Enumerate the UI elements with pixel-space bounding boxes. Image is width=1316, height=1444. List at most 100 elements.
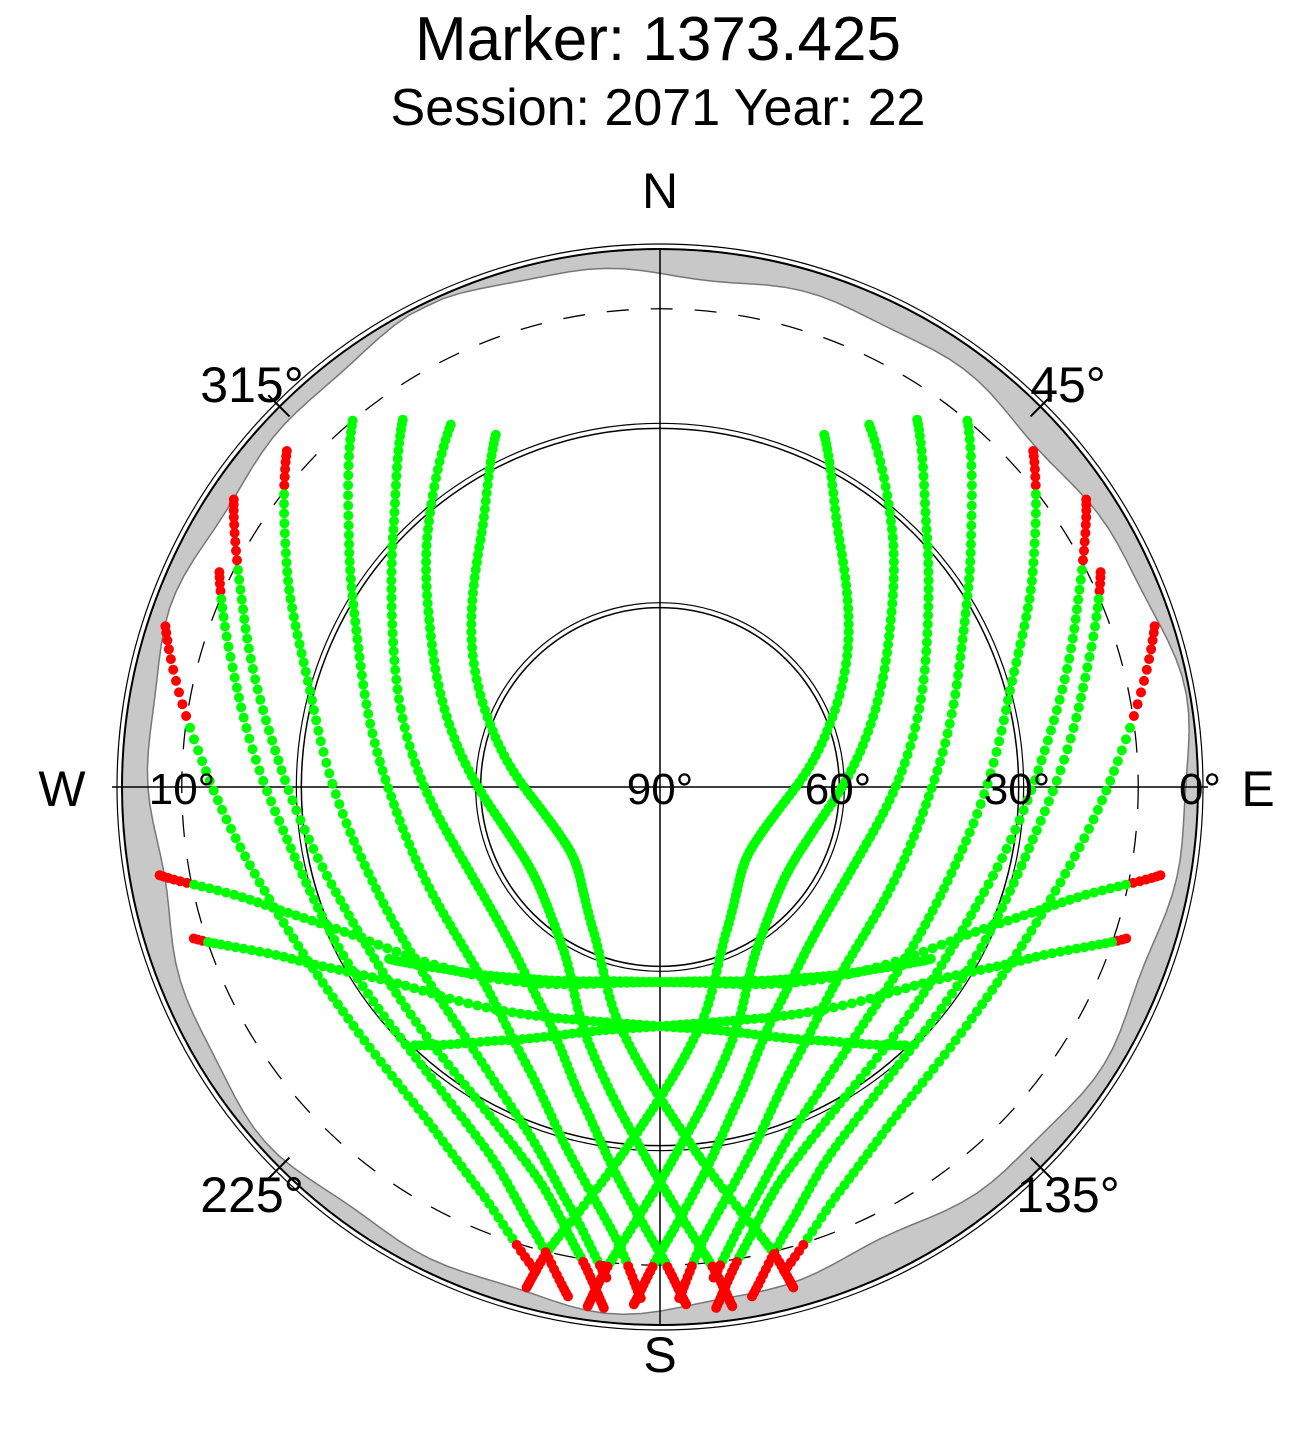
track-2-point-15 bbox=[887, 532, 898, 543]
track-17-point-22 bbox=[995, 918, 1006, 929]
track-13-point-10 bbox=[279, 528, 290, 539]
track-8-point-42 bbox=[977, 999, 988, 1010]
track-13-point-36 bbox=[327, 778, 338, 789]
track-7-point-43 bbox=[967, 958, 977, 969]
elevation-label-0: 0° bbox=[1179, 765, 1221, 814]
track-7-point-40 bbox=[980, 934, 991, 945]
track-7-point-51 bbox=[925, 1018, 936, 1029]
track-4-point-10 bbox=[966, 500, 977, 511]
track-14-point-43 bbox=[335, 895, 346, 906]
track-2-point-25 bbox=[885, 614, 896, 625]
track-15-point-11 bbox=[227, 662, 238, 673]
track-16-point-27 bbox=[259, 885, 270, 896]
track-5-point-30 bbox=[998, 715, 1009, 726]
track-16-point-12 bbox=[193, 745, 204, 756]
track-20-point-16 bbox=[302, 957, 312, 968]
track-4-point-25 bbox=[957, 634, 968, 645]
track-20-point-20 bbox=[334, 964, 345, 975]
track-13-point-21 bbox=[292, 630, 303, 640]
track-20-point-21 bbox=[342, 966, 353, 977]
track-19-point-28 bbox=[909, 980, 920, 991]
track-7-point-27 bbox=[1031, 825, 1042, 836]
track-13-point-42 bbox=[348, 836, 359, 846]
track-1-point-28 bbox=[843, 634, 854, 645]
track-6-point-43 bbox=[974, 895, 985, 906]
track-15-point-49 bbox=[373, 1003, 384, 1014]
track-4-point-9 bbox=[966, 490, 977, 501]
track-12-point-12 bbox=[343, 520, 354, 531]
track-12-point-31 bbox=[359, 689, 370, 700]
track-11-point-34 bbox=[395, 703, 406, 714]
track-1-point-11 bbox=[830, 504, 841, 515]
track-2-point-33 bbox=[876, 680, 887, 691]
track-16-point-44 bbox=[343, 1013, 354, 1024]
track-3-point-5 bbox=[916, 445, 927, 456]
track-7-point-9 bbox=[1086, 641, 1097, 652]
track-1-point-19 bbox=[839, 564, 850, 575]
chart-subtitle: Session: 2071 Year: 22 bbox=[390, 79, 926, 137]
track-16-point-6 bbox=[171, 675, 181, 686]
track-17-point-16 bbox=[1042, 902, 1053, 913]
track-20-point-26 bbox=[383, 976, 394, 987]
track-13-point-40 bbox=[341, 818, 352, 829]
track-3-point-10 bbox=[919, 489, 930, 500]
track-2-point-17 bbox=[888, 548, 899, 559]
track-8-point-53 bbox=[917, 1077, 928, 1088]
track-18-point-46 bbox=[527, 978, 538, 989]
track-13-point-14 bbox=[282, 566, 293, 577]
track-14-point-67 bbox=[449, 1066, 459, 1077]
track-5-point-21 bbox=[1017, 630, 1028, 640]
track-16-point-38 bbox=[312, 970, 323, 981]
track-4-point-3 bbox=[964, 434, 975, 445]
track-15-point-2 bbox=[214, 578, 225, 589]
track-6-point-30 bbox=[1030, 775, 1040, 786]
track-1-point-21 bbox=[841, 580, 852, 591]
track-16-point-11 bbox=[189, 734, 199, 745]
track-1-point-10 bbox=[829, 496, 840, 506]
track-14-point-32 bbox=[287, 795, 298, 806]
track-18-point-28 bbox=[364, 936, 375, 947]
track-3-point-12 bbox=[920, 507, 931, 518]
track-15-point-29 bbox=[285, 843, 296, 854]
track-20-point-91 bbox=[864, 1039, 875, 1050]
track-6-point-28 bbox=[1036, 755, 1047, 766]
track-8-point-18 bbox=[1092, 804, 1103, 815]
track-8-point-35 bbox=[1011, 948, 1022, 959]
track-2-point-8 bbox=[879, 473, 889, 483]
track-12-point-19 bbox=[346, 582, 357, 593]
track-12-point-30 bbox=[358, 679, 369, 690]
track-19-point-89 bbox=[460, 1038, 471, 1049]
track-19-point-42 bbox=[786, 1009, 797, 1020]
track-4-point-17 bbox=[964, 565, 975, 576]
track-4-point-29 bbox=[953, 670, 964, 681]
track-8-point-16 bbox=[1101, 785, 1112, 796]
track-13-point-37 bbox=[330, 789, 341, 800]
track-12-point-15 bbox=[344, 547, 355, 558]
track-12-point-23 bbox=[350, 616, 361, 627]
track-8-point-19 bbox=[1088, 814, 1099, 825]
track-19-point-97 bbox=[409, 1040, 420, 1051]
track-8-point-24 bbox=[1065, 860, 1076, 871]
track-19-point-39 bbox=[811, 1006, 822, 1016]
track-3-point-38 bbox=[905, 741, 916, 751]
track-16-point-8 bbox=[177, 699, 188, 710]
track-2-point-36 bbox=[870, 704, 881, 715]
track-7-point-46 bbox=[952, 981, 963, 992]
track-12 bbox=[343, 415, 646, 1304]
track-6-point-26 bbox=[1042, 735, 1053, 746]
track-1-point-14 bbox=[833, 527, 844, 538]
track-19-point-6 bbox=[1086, 940, 1097, 951]
track-18-point-24 bbox=[331, 923, 342, 934]
track-7-point-4 bbox=[1093, 594, 1104, 604]
track-14-point-21 bbox=[252, 684, 263, 695]
track-8-point-17 bbox=[1097, 795, 1108, 806]
track-4-point-20 bbox=[962, 591, 973, 601]
track-12-point-7 bbox=[343, 470, 354, 481]
track-11-point-139 bbox=[681, 1299, 692, 1310]
track-16-point-48 bbox=[364, 1042, 375, 1053]
track-10-point-12 bbox=[425, 507, 436, 518]
track-17-point-17 bbox=[1034, 905, 1045, 916]
track-1-point-27 bbox=[843, 626, 854, 637]
track-5-point-9 bbox=[1030, 518, 1041, 529]
track-4-point-32 bbox=[948, 699, 959, 710]
